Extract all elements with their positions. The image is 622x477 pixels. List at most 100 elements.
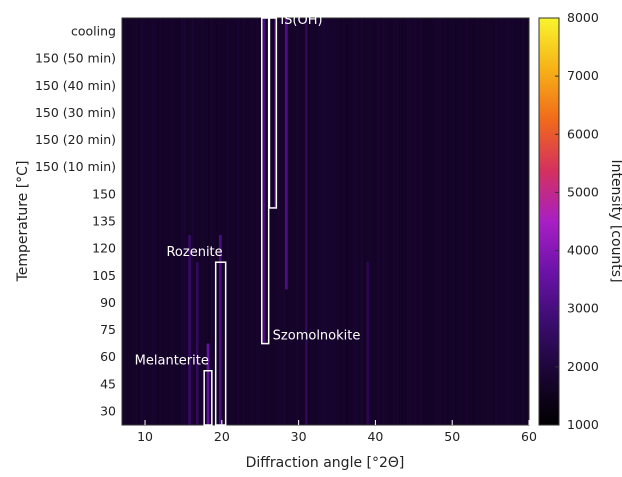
heatmap-texture-stripe	[447, 18, 449, 425]
heatmap-texture-stripe	[216, 18, 218, 425]
heatmap-texture-stripe	[428, 18, 430, 425]
heatmap-texture-stripe	[439, 18, 441, 425]
heatmap-texture-stripe	[337, 18, 339, 425]
heatmap-texture-stripe	[385, 18, 387, 425]
colorbar-tick-label: 4000	[567, 243, 599, 258]
colorbar-tick-label: 8000	[567, 10, 599, 25]
heatmap-texture-stripe	[251, 18, 253, 425]
heatmap-texture-stripe	[509, 18, 511, 425]
y-tick-label: 120	[92, 241, 116, 256]
plot-frame	[121, 17, 530, 426]
heatmap-texture-stripe	[296, 18, 299, 425]
heatmap-texture-stripe	[444, 18, 447, 425]
x-tick-label: 60	[521, 429, 537, 444]
heatmap-texture-stripe	[229, 18, 232, 425]
heatmap-peak	[304, 18, 308, 425]
heatmap-peak	[188, 235, 191, 425]
y-tick-label: 150 (50 min)	[35, 51, 116, 66]
heatmap-texture-stripe	[186, 18, 189, 425]
x-axis-title: Diffraction angle [°2Θ]	[246, 455, 405, 471]
heatmap-texture-stripe	[205, 18, 207, 425]
y-axis-title: Temperature [°C]	[15, 161, 31, 283]
heatmap-texture-stripe	[130, 18, 132, 425]
heatmap-texture-stripe	[267, 18, 269, 425]
heatmap-texture-stripe	[143, 18, 146, 425]
heatmap-texture-stripe	[374, 18, 377, 425]
heatmap-texture-stripe	[162, 18, 164, 425]
heatmap-texture-stripe	[500, 18, 503, 425]
heatmap-texture-stripe	[221, 18, 223, 425]
heatmap-texture-stripe	[380, 18, 382, 425]
y-tick-label: 150 (10 min)	[35, 159, 116, 174]
heatmap-texture-stripe	[495, 18, 498, 425]
heatmap-texture-stripe	[511, 18, 514, 425]
heatmap-texture-stripe	[272, 18, 275, 425]
heatmap-texture-stripe	[452, 18, 455, 425]
heatmap-texture-stripe	[232, 18, 234, 425]
heatmap-texture-stripe	[275, 18, 277, 425]
heatmap-texture-stripe	[460, 18, 463, 425]
x-tick-label: 30	[291, 429, 307, 444]
heatmap-texture-stripe	[353, 18, 355, 425]
heatmap-texture-stripe	[202, 18, 205, 425]
y-tick-label: 60	[100, 349, 116, 364]
annotation-box	[203, 369, 213, 426]
heatmap-texture-stripe	[261, 18, 264, 425]
heatmap-texture-stripe	[471, 18, 473, 425]
heatmap-texture-stripe	[245, 18, 248, 425]
heatmap-texture-stripe	[388, 18, 390, 425]
heatmap-texture-stripe	[310, 18, 312, 425]
heatmap-texture-stripe	[406, 18, 409, 425]
heatmap-texture-stripe	[224, 18, 226, 425]
heatmap-texture-stripe	[347, 18, 350, 425]
y-tick-label: 135	[92, 214, 116, 229]
heatmap-texture-stripe	[366, 18, 369, 425]
x-tick-label: 50	[444, 429, 460, 444]
y-tick-label: 75	[100, 322, 116, 337]
heatmap-texture-stripe	[323, 18, 326, 425]
heatmap-texture-stripe	[208, 18, 210, 425]
heatmap-texture-stripe	[468, 18, 471, 425]
y-axis: 30 45 60 75 90 105 120 135 150 150 (10 min) 150 (2…	[35, 24, 116, 419]
heatmap-peak	[195, 262, 199, 425]
heatmap-texture-stripe	[339, 18, 342, 425]
heatmap-texture-stripe	[514, 18, 516, 425]
heatmap-texture-stripe	[522, 18, 525, 425]
annotation-label: Melanterite	[135, 354, 209, 369]
heatmap-texture-stripe	[404, 18, 406, 425]
heatmap-texture-stripe	[363, 18, 366, 425]
y-tick-label: cooling	[71, 24, 116, 39]
heatmap-texture-stripe	[138, 18, 140, 425]
heatmap-texture-stripe	[178, 18, 180, 425]
heatmap-texture-stripe	[181, 18, 183, 425]
heatmap-texture-stripe	[127, 18, 129, 425]
heatmap-texture-stripe	[369, 18, 371, 425]
heatmap-texture-stripe	[269, 18, 272, 425]
colorbar-tick-label: 6000	[567, 126, 599, 141]
heatmap-texture-stripe	[412, 18, 414, 425]
heatmap-texture-stripe	[299, 18, 301, 425]
heatmap-texture-stripe	[320, 18, 323, 425]
heatmap-texture-stripe	[283, 18, 285, 425]
colorbar	[538, 17, 560, 426]
heatmap-texture-stripe	[307, 18, 309, 425]
y-tick-label: 30	[100, 403, 116, 418]
heatmap-texture-stripe	[210, 18, 213, 425]
y-tick-label: 150 (30 min)	[35, 105, 116, 120]
heatmap-texture-stripe	[165, 18, 167, 425]
heatmap-texture-stripe	[199, 18, 202, 425]
y-tick-label: 45	[100, 376, 116, 391]
heatmap-texture-stripe	[498, 18, 500, 425]
heatmap-texture-stripe	[226, 18, 229, 425]
heatmap-texture-stripe	[170, 18, 172, 425]
heatmap-texture-stripe	[482, 18, 484, 425]
annotation-label: IS(OH)	[280, 13, 322, 28]
annotations: Melanterite Rozenite Szomolnokite IS(OH)	[135, 13, 360, 426]
heatmap-texture-stripe	[476, 18, 479, 425]
heatmap-texture-stripe	[280, 18, 283, 425]
heatmap-texture-stripe	[124, 18, 127, 425]
heatmap-texture-stripe	[433, 18, 436, 425]
heatmap-texture-stripe	[167, 18, 170, 425]
y-tick-label: 150	[92, 186, 116, 201]
